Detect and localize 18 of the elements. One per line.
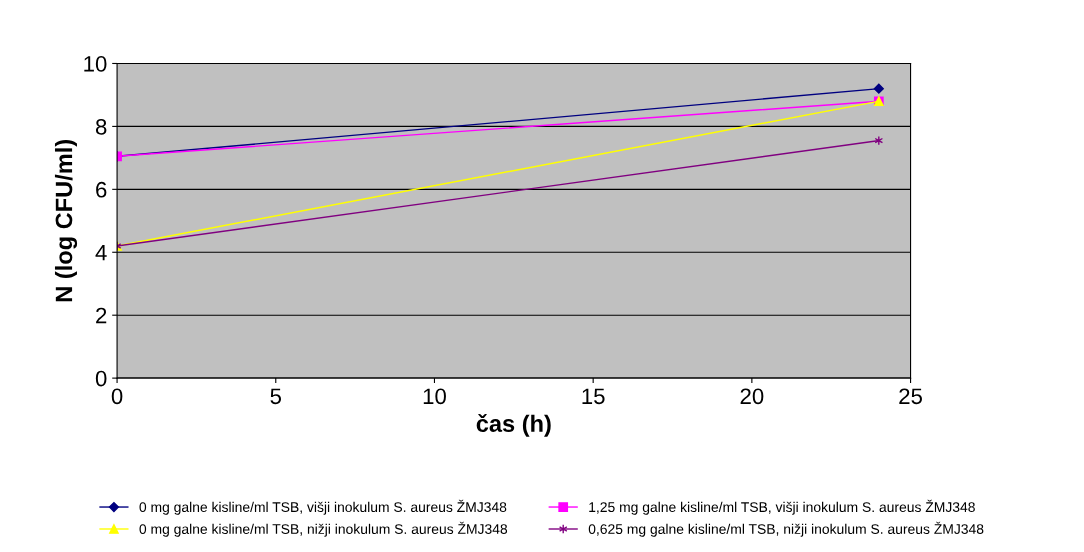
x-tick-label: 0: [111, 388, 123, 405]
legend-label: 1,25 mg galne kisline/ml TSB, višji inokulum S. aureus ŽMJ348: [589, 499, 975, 515]
y-tick-label: 6: [96, 181, 107, 198]
x-axis-title: čas (h): [476, 414, 551, 437]
legend-label: 0 mg galne kisline/ml TSB, nižji inokulum S. aureus ŽMJ348: [139, 521, 508, 537]
x-tick-label: 10: [423, 388, 446, 405]
y-tick-label: 4: [95, 245, 107, 261]
y-tick-label: 10: [84, 56, 107, 72]
x-tick-label: 25: [899, 388, 922, 405]
y-tick-label: 0: [95, 370, 107, 387]
y-axis-title: N (log CFU/ml): [54, 140, 78, 302]
y-tick-label: 8: [95, 118, 107, 135]
x-tick-label: 15: [582, 388, 605, 405]
x-tick-label: 5: [270, 388, 282, 405]
y-tick-label: 2: [96, 307, 107, 324]
legend-label: 0 mg galne kisline/ml TSB, višji inokulum S. aureus ŽMJ348: [139, 499, 507, 515]
legend-label: 0,625 mg galne kisline/ml TSB, nižji inokulum S. aureus ŽMJ348: [588, 521, 984, 537]
x-tick-label: 20: [740, 388, 764, 405]
